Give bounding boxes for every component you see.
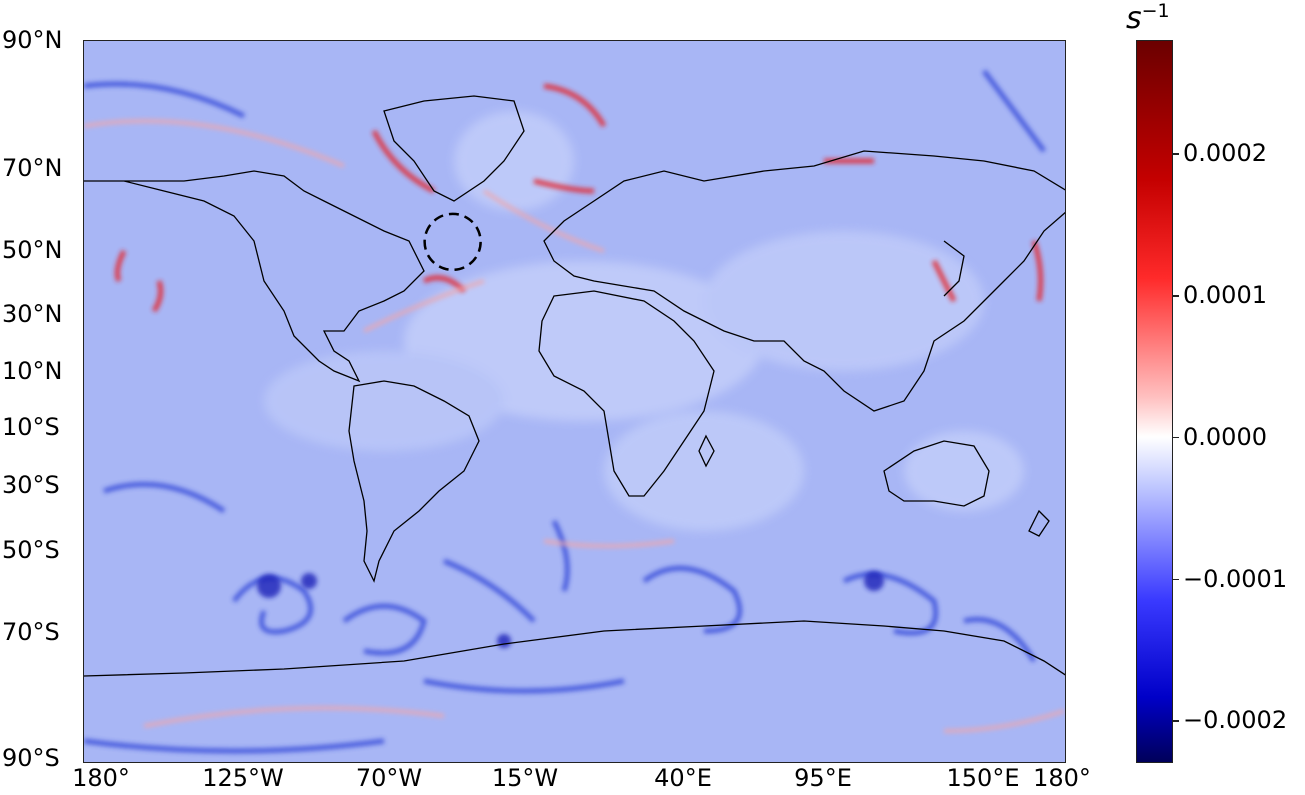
eddy-core: [864, 571, 884, 591]
longitude-label: 180°: [1033, 764, 1091, 792]
colorbar-tick-label: −0.0001: [1183, 564, 1288, 593]
eddy-swirl: [981, 69, 1047, 153]
weak-positive: [943, 709, 1065, 733]
greenland-outline: [383, 95, 525, 202]
weak-positive: [363, 279, 485, 333]
positive-front: [151, 280, 164, 313]
latitude-label: 90°S: [2, 744, 60, 772]
latitude-label: 30°N: [2, 300, 63, 328]
latitude-label: 30°S: [2, 471, 60, 499]
longitude-label: 40°E: [654, 764, 712, 792]
africa-outline: [538, 290, 715, 497]
north-america-outline: [84, 170, 425, 383]
colorbar-tick-mark: [1172, 720, 1179, 722]
eddy-swirl: [423, 678, 625, 694]
light-patch: [454, 111, 574, 211]
eddy-core: [497, 634, 511, 648]
antarctica-outline: [84, 620, 1065, 677]
colorbar-tick-label: 0.0002: [1183, 139, 1267, 168]
light-patch: [704, 231, 984, 371]
positive-front: [931, 259, 957, 303]
latitude-label: 70°N: [2, 154, 63, 182]
latitude-label: 70°S: [2, 618, 60, 646]
eddy-swirl: [963, 616, 1037, 663]
colorbar-tick-label: 0.0000: [1183, 422, 1267, 451]
japan-outline: [943, 240, 965, 297]
eddy-swirl: [103, 481, 226, 514]
longitude-label: 180°: [72, 764, 130, 792]
south-america-outline: [348, 380, 480, 583]
australia-outline: [883, 440, 990, 507]
eddy-swirl: [642, 565, 743, 634]
longitude-label: 125°W: [202, 764, 284, 792]
eddy-core: [301, 573, 317, 589]
positive-front: [1031, 240, 1044, 302]
latitude-label: 50°N: [2, 236, 63, 264]
light-patch: [604, 411, 804, 531]
vorticity-map: [84, 41, 1065, 762]
madagascar-outline: [698, 434, 715, 468]
eddy-swirl: [443, 558, 536, 623]
eddy-swirl: [84, 738, 385, 754]
light-patch: [904, 431, 1024, 511]
longitude-label: 95°E: [794, 764, 852, 792]
eddy-swirl: [342, 603, 427, 656]
colorbar-tick-label: −0.0002: [1183, 706, 1288, 735]
colorbar-unit: s−1: [1126, 0, 1170, 36]
latitude-label: 10°N: [2, 357, 63, 385]
longitude-label: 15°W: [491, 764, 559, 792]
weak-positive: [482, 189, 605, 253]
latitude-label: 90°N: [2, 26, 63, 54]
eddy-swirl: [551, 519, 570, 592]
eddy-core: [257, 574, 281, 598]
eddy-swirl: [84, 81, 246, 119]
weak-positive: [84, 119, 345, 168]
latitude-label: 50°S: [2, 536, 60, 564]
positive-front: [371, 129, 436, 194]
colorbar-tick-mark: [1172, 153, 1179, 155]
positive-front: [543, 83, 607, 128]
highlight-circle: [423, 212, 482, 272]
longitude-label: 150°E: [946, 764, 1020, 792]
colorbar-tick-label: 0.0001: [1183, 281, 1267, 310]
weak-positive: [143, 706, 445, 728]
light-patch: [404, 261, 764, 421]
light-patch: [264, 351, 504, 451]
europe-asia-outline: [543, 150, 1065, 412]
map-panel: [83, 40, 1066, 763]
positive-front: [533, 178, 595, 194]
colorbar-tick-mark: [1172, 578, 1179, 581]
weak-positive: [543, 539, 675, 548]
colorbar-tick-mark: [1172, 436, 1179, 439]
longitude-label: 70°W: [355, 764, 423, 792]
positive-front: [114, 249, 127, 283]
colorbar-tick-mark: [1172, 295, 1179, 297]
new-zealand-outline: [1028, 509, 1050, 537]
colorbar: [1136, 40, 1173, 763]
latitude-label: 10°S: [2, 413, 60, 441]
